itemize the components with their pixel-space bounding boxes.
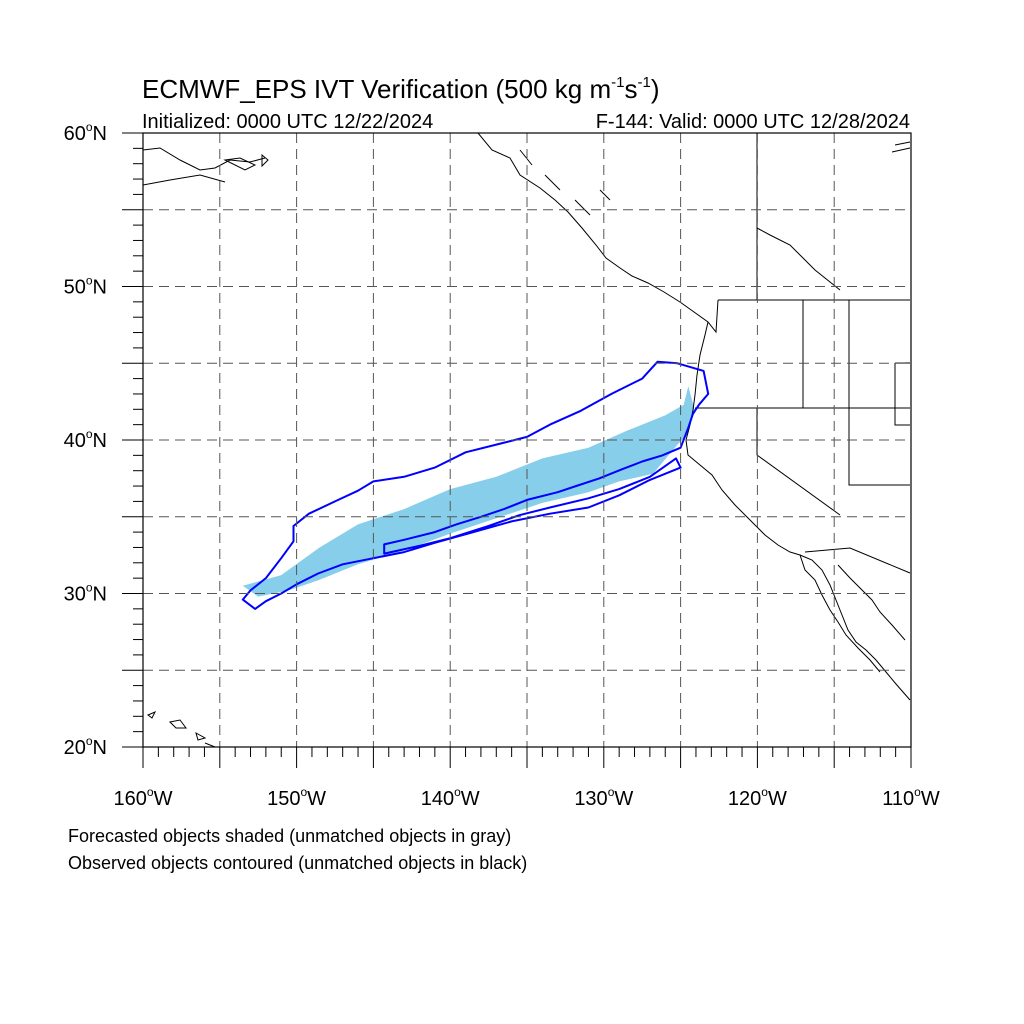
lat-hemisphere: N (93, 123, 107, 145)
lat-label-value: 30 (64, 584, 86, 606)
lat-label: 60oN (64, 120, 107, 145)
lat-hemisphere: N (93, 430, 107, 452)
lat-hemisphere: N (93, 584, 107, 606)
legend-forecast-text: Forecasted objects shaded (unmatched obj… (68, 826, 511, 846)
lat-label: 50oN (64, 274, 107, 299)
degree-symbol: o (147, 785, 154, 799)
longitude-labels: 160oW 150oW 140oW 130oW 120oW 110oW (114, 785, 940, 810)
lat-hemisphere: N (93, 277, 107, 299)
observed-objects-layer (241, 360, 710, 610)
political-boundaries (695, 133, 911, 574)
axis-ticks (122, 132, 912, 768)
lat-label-value: 40 (64, 430, 86, 452)
lon-label-value: 160 (114, 788, 147, 810)
coastline-alaska-bc (477, 133, 719, 334)
lon-label-value: 130 (574, 788, 607, 810)
coastline-alaska-west (143, 147, 266, 186)
lat-hemisphere: N (93, 737, 107, 759)
lon-hemisphere: W (768, 788, 787, 810)
grid-lines (143, 133, 911, 747)
lon-label: 160oW (114, 785, 173, 810)
coastlines-layer (143, 133, 911, 747)
coastline-us-west (685, 321, 911, 701)
lat-label: 20oN (64, 734, 107, 759)
coastline-hawaii (147, 711, 216, 747)
valid-time: F-144: Valid: 0000 UTC 12/28/2024 (596, 111, 910, 133)
lon-label-value: 120 (728, 788, 761, 810)
lon-label: 110oW (882, 785, 940, 810)
degree-symbol: o (300, 785, 307, 799)
lon-hemisphere: W (461, 788, 480, 810)
lon-hemisphere: W (154, 788, 173, 810)
degree-symbol: o (86, 120, 93, 134)
forecast-objects-layer (242, 386, 695, 597)
degree-symbol: o (86, 734, 93, 748)
lon-label: 130oW (574, 785, 633, 810)
degree-symbol: o (914, 785, 921, 799)
coastline-baja (799, 554, 906, 673)
lat-label-value: 50 (64, 277, 86, 299)
degree-symbol: o (86, 427, 93, 441)
map-title: ECMWF_EPS IVT Verification (500 kg m-1s-… (142, 74, 659, 104)
lon-label-value: 140 (421, 788, 454, 810)
lat-label: 40oN (64, 427, 107, 452)
lon-hemisphere: W (921, 788, 940, 810)
lat-label-value: 60 (64, 123, 86, 145)
coastline-alaska-islands (223, 141, 911, 171)
legend-observed-text: Observed objects contoured (unmatched ob… (68, 853, 527, 873)
degree-symbol: o (86, 581, 93, 595)
degree-symbol: o (454, 785, 461, 799)
observed-object-contour (241, 360, 710, 610)
forecast-object-shaded (242, 386, 695, 597)
lon-label-value: 110 (882, 788, 914, 810)
initialized-time: Initialized: 0000 UTC 12/22/2024 (142, 111, 433, 133)
degree-symbol: o (86, 274, 93, 288)
degree-symbol: o (761, 785, 768, 799)
lat-label-value: 20 (64, 737, 86, 759)
lon-hemisphere: W (614, 788, 633, 810)
lon-label: 150oW (267, 785, 326, 810)
lon-label: 140oW (421, 785, 480, 810)
lon-label-value: 150 (267, 788, 300, 810)
lon-label: 120oW (728, 785, 787, 810)
lon-hemisphere: W (307, 788, 326, 810)
lat-label: 30oN (64, 581, 107, 606)
degree-symbol: o (608, 785, 615, 799)
